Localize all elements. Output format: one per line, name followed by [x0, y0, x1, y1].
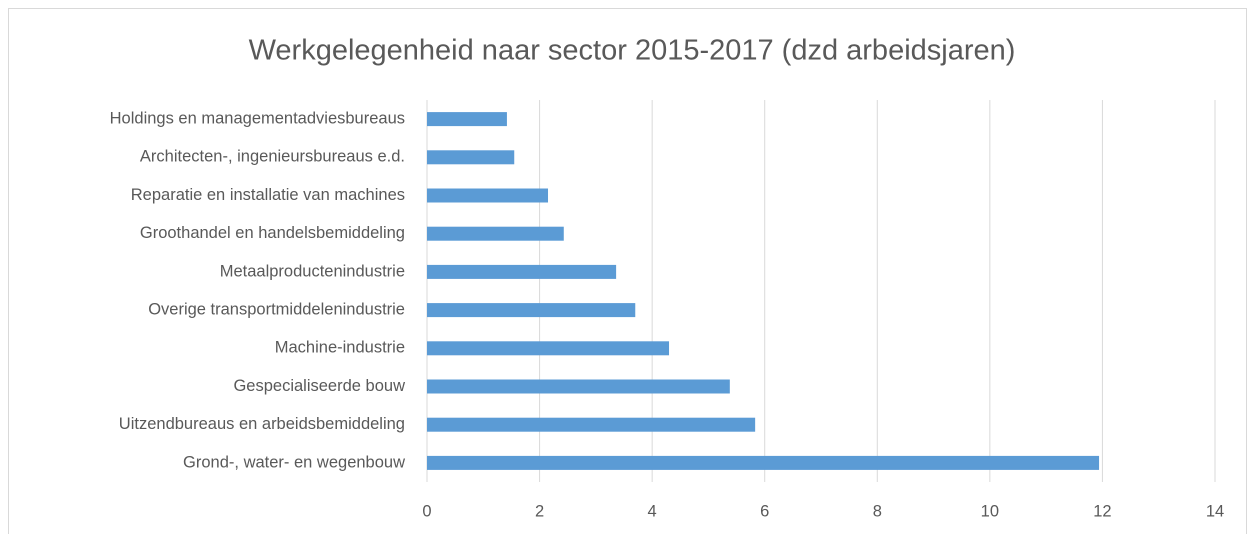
bar [427, 264, 617, 279]
y-tick-label: Holdings en managementadviesbureaus [110, 109, 405, 127]
x-tick-label: 4 [648, 502, 657, 520]
bar [427, 341, 670, 356]
bar [427, 112, 507, 127]
y-tick-label: Overige transportmiddelenindustrie [148, 300, 405, 318]
x-tick-label: 8 [873, 502, 882, 520]
x-tick-label: 6 [760, 502, 769, 520]
bar [427, 150, 515, 165]
chart-title: Werkgelegenheid naar sector 2015-2017 (d… [249, 35, 1016, 67]
bar [427, 379, 730, 394]
x-tick-label: 10 [981, 502, 999, 520]
y-tick-label: Gespecialiseerde bouw [233, 377, 405, 395]
y-tick-label: Architecten-, ingenieursbureaus e.d. [140, 148, 405, 166]
y-tick-label: Uitzendbureaus en arbeidsbemiddeling [119, 415, 405, 433]
bar [427, 303, 636, 318]
x-tick-label: 12 [1093, 502, 1111, 520]
bar [427, 417, 756, 432]
x-tick-label: 14 [1206, 502, 1224, 520]
y-tick-label: Groothandel en handelsbemiddeling [140, 224, 405, 242]
y-tick-label: Reparatie en installatie van machines [131, 186, 405, 204]
y-tick-label: Metaalproductenindustrie [220, 262, 405, 280]
bar [427, 455, 1100, 470]
x-tick-label: 0 [422, 502, 431, 520]
bar [427, 226, 564, 241]
y-tick-label: Machine-industrie [275, 339, 405, 357]
chart-frame [8, 8, 1247, 534]
x-tick-label: 2 [535, 502, 544, 520]
y-tick-label: Grond-, water- en wegenbouw [183, 453, 405, 471]
bar [427, 188, 549, 203]
